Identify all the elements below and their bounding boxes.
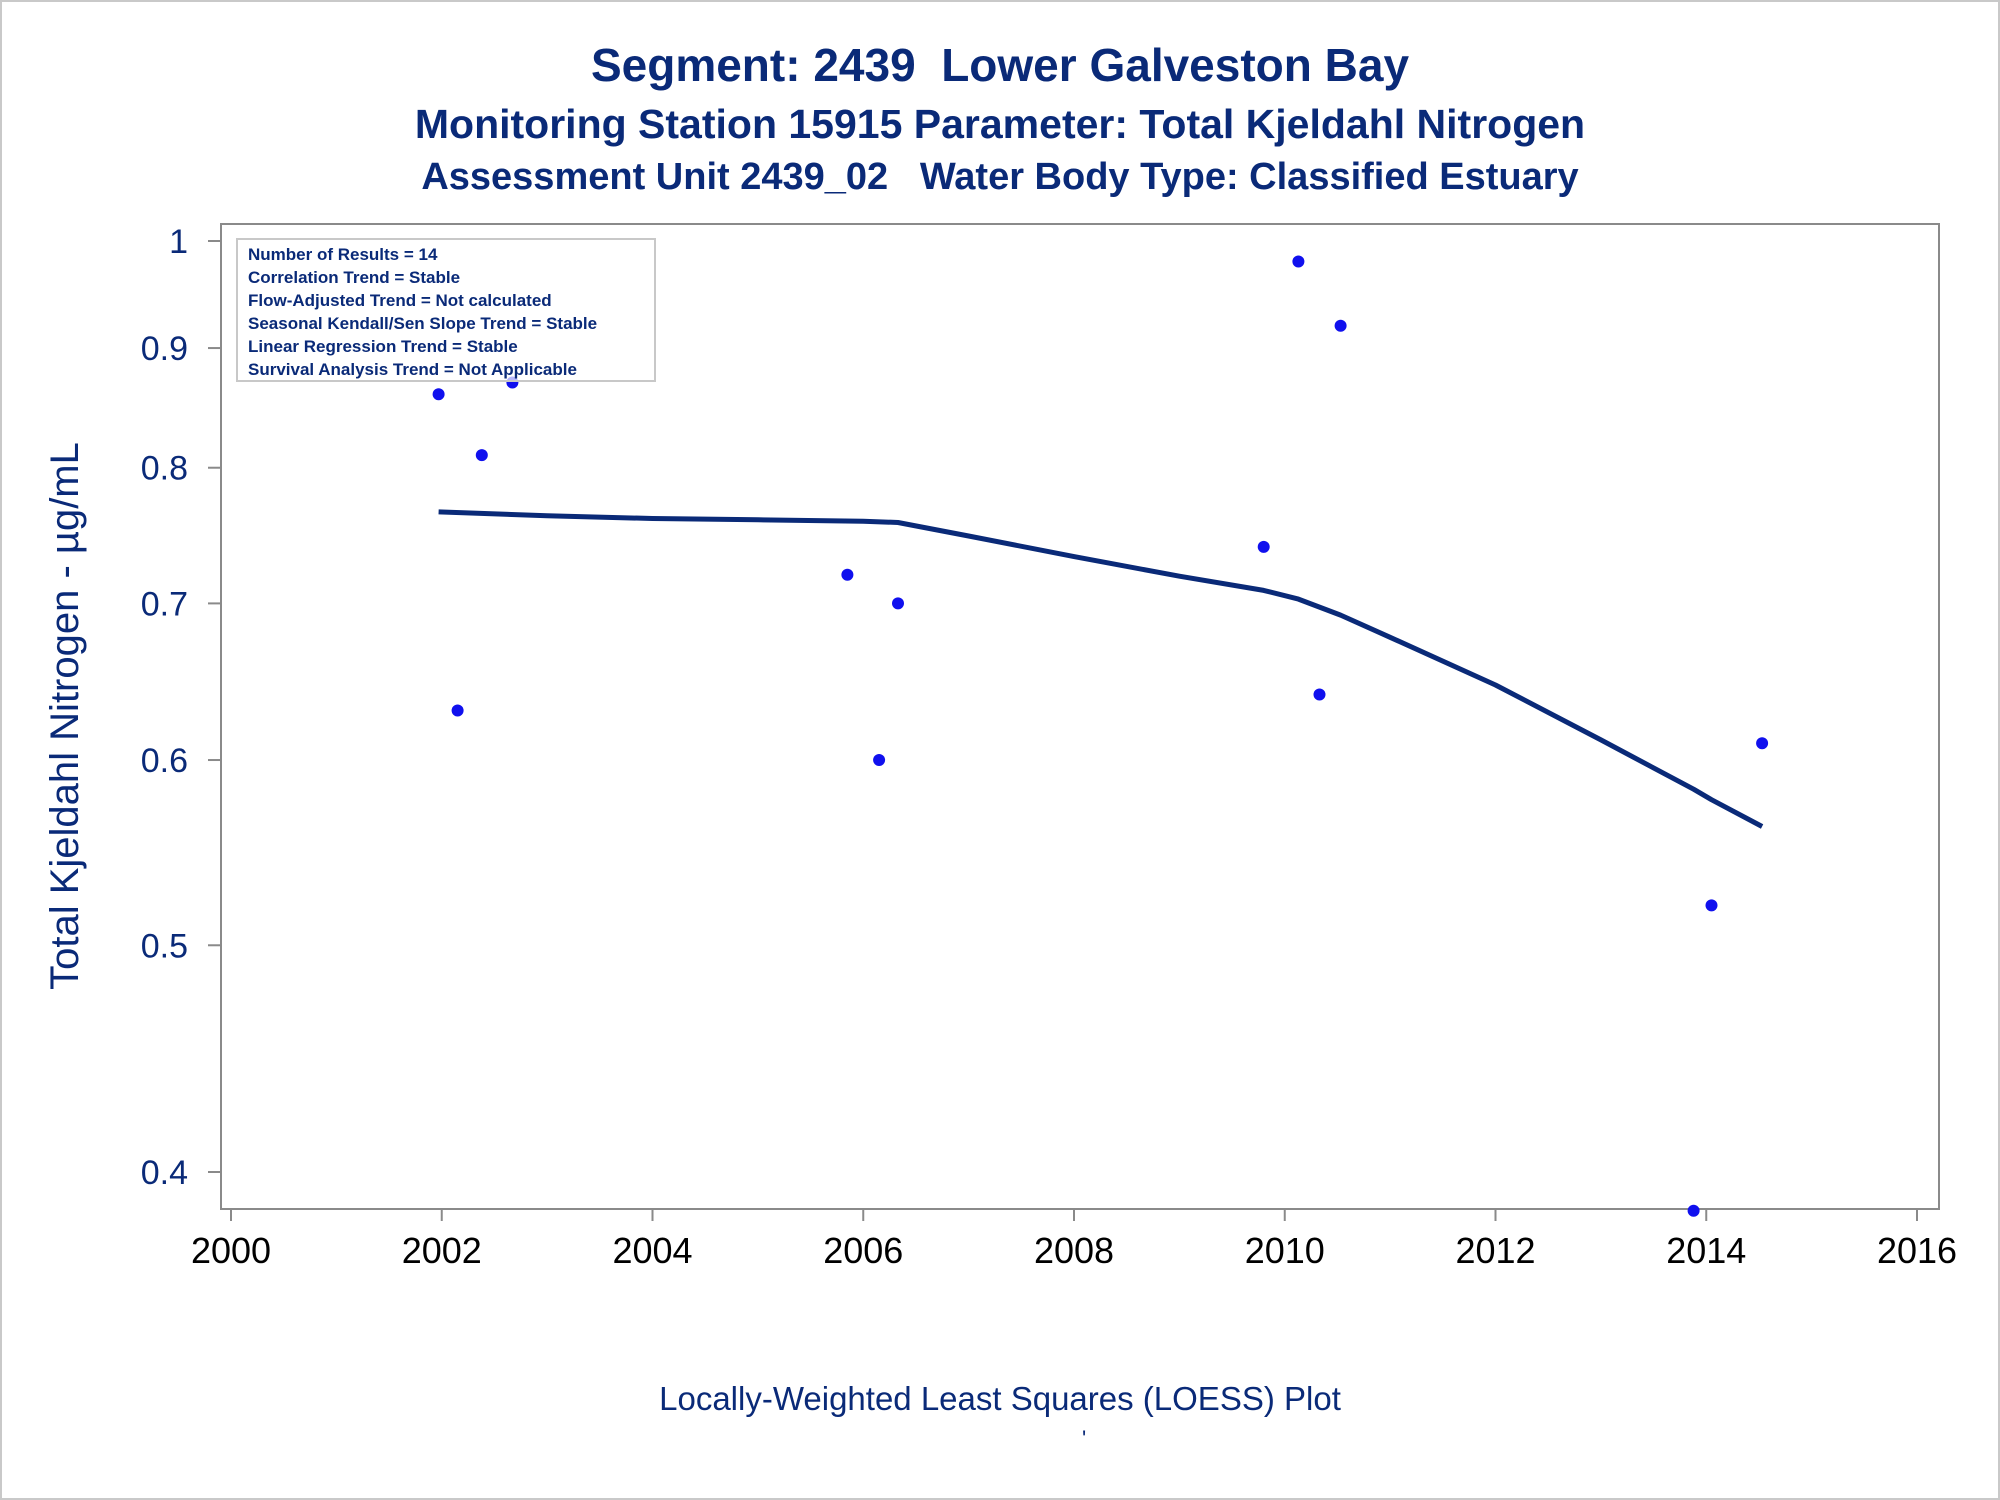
data-point — [1756, 737, 1769, 750]
y-tick-label: 0.7 — [141, 585, 188, 623]
y-tick-label: 1 — [169, 223, 188, 261]
trend-stats-box: Number of Results = 14 Correlation Trend… — [236, 238, 656, 382]
y-tick-label: 0.4 — [141, 1154, 188, 1192]
x-tick-label: 2016 — [1877, 1230, 1957, 1271]
y-axis-label: Total Kjeldahl Nitrogen - µg/mL — [43, 442, 87, 990]
data-point — [432, 388, 445, 401]
data-points-layer — [432, 255, 1769, 1217]
stat-linear-regression-trend: Linear Regression Trend = Stable — [248, 337, 518, 356]
data-point — [475, 449, 488, 462]
x-tick-label: 2002 — [402, 1230, 482, 1271]
chart-subtitle-station: Monitoring Station 15915 Parameter: Tota… — [414, 101, 1586, 147]
chart-title: Segment: 2439 Lower Galveston Bay — [590, 39, 1410, 91]
data-point — [1705, 899, 1718, 912]
stat-seasonal-kendall-trend: Seasonal Kendall/Sen Slope Trend = Stabl… — [248, 314, 598, 333]
data-point — [1257, 540, 1270, 553]
x-tick-label: 2014 — [1666, 1230, 1746, 1271]
footnote-mark: ' — [1082, 1426, 1087, 1451]
stat-survival-analysis-trend: Survival Analysis Trend = Not Applicable — [248, 360, 577, 379]
data-point — [451, 704, 464, 717]
data-point — [1687, 1204, 1700, 1217]
stat-number-of-results: Number of Results = 14 — [248, 245, 438, 264]
y-tick-label: 0.6 — [141, 742, 188, 780]
x-tick-label: 2012 — [1455, 1230, 1535, 1271]
x-axis: 2000 2002 2004 2006 2008 2010 2012 2014 2016 — [191, 1209, 1957, 1271]
chart-subtitle-assessment: Assessment Unit 2439_02 Water Body Type:… — [421, 156, 1579, 198]
x-tick-label: 2010 — [1245, 1230, 1325, 1271]
data-point — [1292, 255, 1305, 268]
data-point — [841, 568, 854, 581]
x-tick-label: 2004 — [612, 1230, 692, 1271]
loess-curve-layer — [438, 509, 1764, 829]
y-tick-label: 0.8 — [141, 450, 188, 488]
stat-correlation-trend: Correlation Trend = Stable — [248, 268, 461, 287]
data-point — [1334, 319, 1347, 332]
y-axis: 0.4 0.5 0.6 0.7 0.8 0.9 1 — [141, 223, 221, 1192]
plot-footnote: Locally-Weighted Least Squares (LOESS) P… — [659, 1380, 1341, 1417]
data-point — [873, 754, 886, 766]
x-tick-label: 2006 — [823, 1230, 903, 1271]
data-point — [892, 597, 904, 610]
x-tick-label: 2000 — [191, 1230, 271, 1271]
y-tick-label: 0.5 — [141, 927, 188, 965]
stat-flow-adjusted-trend: Flow-Adjusted Trend = Not calculated — [248, 291, 552, 310]
y-tick-label: 0.9 — [141, 330, 188, 368]
data-point — [1313, 688, 1326, 701]
x-tick-label: 2008 — [1034, 1230, 1114, 1271]
plot-area — [220, 223, 1940, 1210]
loess-curve — [438, 509, 1764, 829]
